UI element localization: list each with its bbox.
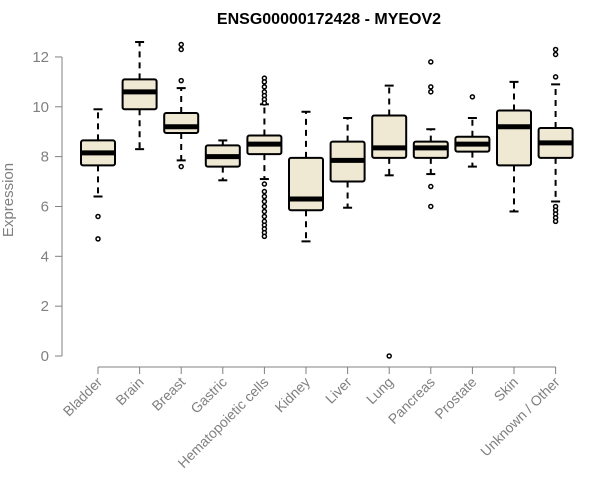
outlier-point — [552, 51, 559, 58]
outlier-point — [428, 84, 434, 90]
x-tick-label: Unknown / Other — [477, 374, 563, 460]
y-tick-label: 8 — [41, 149, 49, 166]
boxes — [80, 41, 574, 359]
outlier-point — [261, 198, 268, 205]
outlier-point — [552, 46, 559, 53]
outlier-point — [95, 213, 101, 220]
outlier-point — [428, 183, 434, 190]
box — [288, 156, 324, 212]
box-group-lung — [371, 84, 408, 359]
outlier-point — [178, 163, 184, 170]
outlier-point — [261, 203, 268, 210]
x-tick-label: Brain — [112, 374, 146, 408]
chart-title: ENSG00000172428 - MYEOV2 — [217, 11, 441, 28]
x-tick-label: Bladder — [60, 374, 106, 420]
box — [371, 114, 408, 159]
y-tick-label: 10 — [32, 99, 49, 116]
box-group-skin — [496, 80, 532, 213]
outlier-point — [386, 353, 392, 359]
x-tick-label: Liver — [322, 374, 355, 407]
y-tick-label: 2 — [41, 298, 49, 315]
box-group-breast — [163, 41, 200, 170]
box-group-prostate — [454, 94, 491, 168]
box-group-kidney — [288, 110, 324, 243]
outlier-point — [261, 100, 268, 106]
outlier-point — [552, 218, 559, 225]
y-tick-label: 0 — [41, 348, 49, 365]
outlier-point — [261, 208, 268, 215]
y-tick-label: 4 — [41, 248, 49, 265]
axes: 0 2 4 6 8 10 12 — [32, 49, 557, 374]
x-tick-label: Breast — [148, 374, 188, 414]
y-axis-title: Expression — [0, 163, 17, 237]
y-tick-label: 6 — [41, 198, 49, 215]
outlier-point — [261, 79, 268, 85]
y-tick-label: 12 — [32, 49, 49, 66]
outlier-point — [178, 41, 184, 48]
box-group-bladder — [80, 108, 116, 242]
outlier-point — [261, 193, 268, 200]
outlier-point — [261, 181, 268, 187]
outlier-point — [178, 77, 184, 84]
outlier-point — [261, 213, 268, 220]
outlier-point — [428, 89, 434, 95]
x-tick-label: Prostate — [431, 374, 479, 422]
box-group-liver — [329, 117, 366, 209]
x-tick-label: Lung — [363, 374, 396, 407]
outlier-point — [261, 188, 268, 195]
outlier-point — [428, 59, 434, 65]
outlier-point — [469, 94, 476, 100]
box-group-gastric — [204, 139, 241, 182]
x-tick-label: Kidney — [272, 374, 314, 416]
outlier-point — [552, 74, 559, 80]
box — [163, 112, 200, 134]
box-group-unknown-other — [537, 46, 574, 225]
box-group-hematopoietic-cells — [246, 75, 283, 240]
box-group-pancreas — [412, 59, 449, 210]
outlier-point — [428, 203, 434, 210]
outlier-point — [95, 236, 101, 242]
outlier-point — [261, 233, 268, 240]
outlier-point — [261, 84, 268, 90]
box — [496, 109, 532, 167]
box-group-brain — [121, 41, 158, 151]
x-tick-label: Skin — [491, 374, 522, 405]
outlier-point — [178, 46, 184, 53]
